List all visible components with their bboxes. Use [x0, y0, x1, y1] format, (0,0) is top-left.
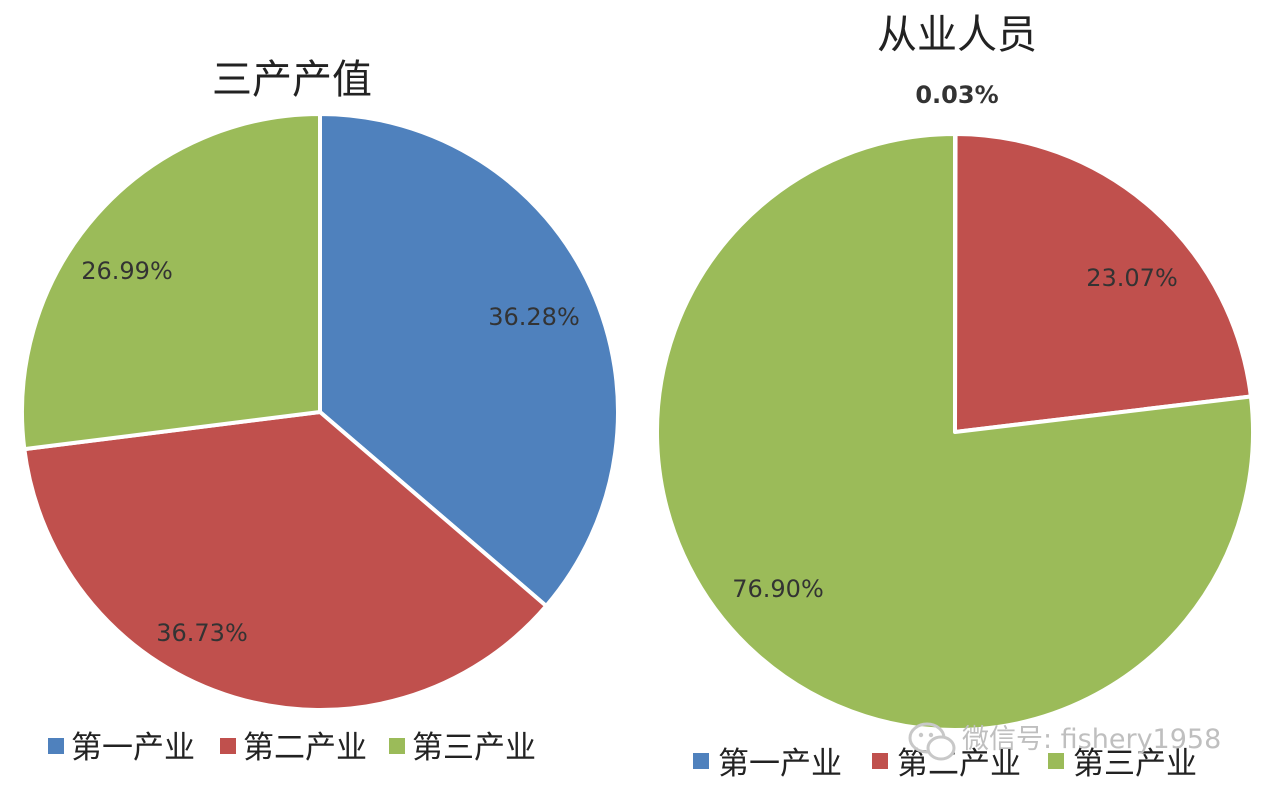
chart-title-employment: 从业人员: [877, 12, 1037, 58]
legend-swatch-secondary: [872, 753, 888, 769]
legend-swatch-primary: [693, 753, 709, 769]
slice-label-primary-output: 36.28%: [488, 303, 580, 331]
legend-swatch-secondary: [220, 738, 236, 754]
pie-slice-primary: [318, 112, 620, 608]
wechat-icon: [908, 722, 956, 761]
legend-label-primary: 第一产业: [71, 730, 195, 766]
slice-label-secondary-output: 36.73%: [156, 619, 248, 647]
pie-slice-secondary: [22, 410, 549, 712]
watermark-text: 微信号: fishery1958: [962, 724, 1221, 755]
pie-slice-tertiary: [655, 132, 1255, 732]
chart-title-output-value: 三产产值: [212, 57, 372, 103]
slice-label-tertiary-employment: 76.90%: [732, 575, 824, 603]
legend-output-value: 第一产业 第二产业 第三产业: [48, 730, 536, 766]
slice-label-secondary-employment: 23.07%: [1086, 264, 1178, 292]
pie-slices-output-value: [20, 112, 620, 712]
legend-employment: 第一产业 第二产业 第三产业: [693, 746, 1197, 782]
legend-label-primary: 第一产业: [718, 746, 842, 782]
pie-slices-employment: [655, 131, 1255, 732]
legend-label-secondary: 第二产业: [897, 746, 1021, 782]
legend-label-secondary: 第二产业: [243, 730, 367, 766]
pie-chart-employment: 从业人员 0.03% 23.07% 76.90% 第一产业 第二产业 第三产业: [655, 12, 1255, 782]
slice-label-tertiary-output: 26.99%: [81, 257, 173, 285]
legend-swatch-tertiary: [389, 738, 405, 754]
slice-label-primary-employment: 0.03%: [915, 81, 998, 109]
legend-swatch-primary: [48, 738, 64, 754]
watermark: 微信号: fishery1958: [908, 722, 1221, 761]
legend-swatch-tertiary: [1048, 753, 1064, 769]
legend-label-tertiary: 第三产业: [412, 730, 536, 766]
pie-slice-secondary: [953, 132, 1253, 434]
pie-chart-output-value: 三产产值 36.28% 36.73% 26.99% 第一产业 第二产业 第三产业: [20, 57, 620, 766]
pie-slice-tertiary: [20, 112, 322, 452]
legend-label-tertiary: 第三产业: [1073, 746, 1197, 782]
